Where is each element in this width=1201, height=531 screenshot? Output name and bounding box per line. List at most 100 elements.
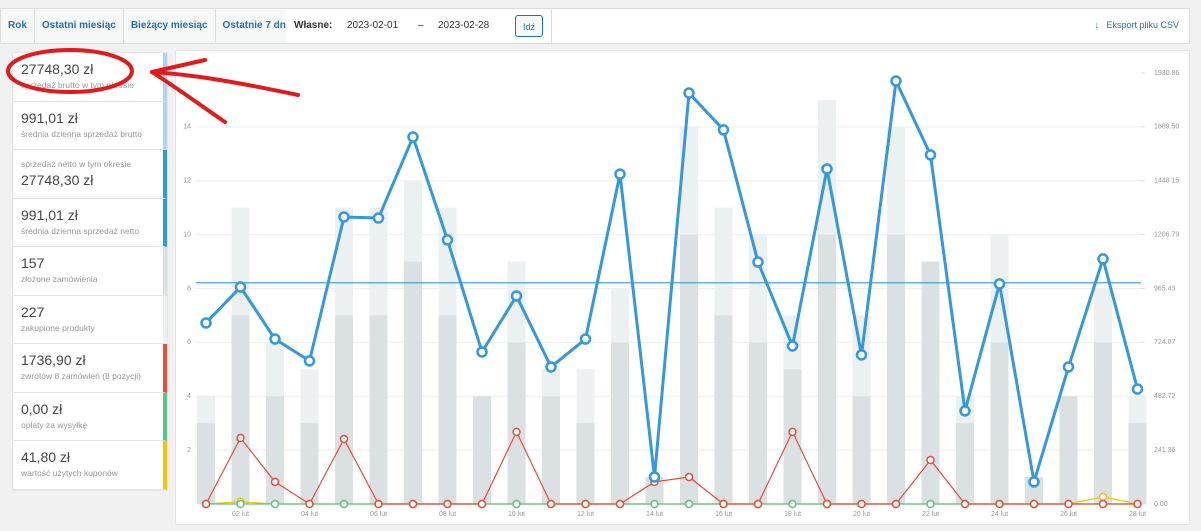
- bar: [1094, 342, 1112, 504]
- bar: [887, 234, 905, 504]
- point: [1097, 253, 1109, 265]
- point: [786, 340, 799, 352]
- summary-item[interactable]: 27748,30 zł sprzedaż brutto w tym okresie: [13, 53, 167, 102]
- bar: [680, 234, 698, 504]
- point: [1098, 499, 1108, 509]
- point: [1133, 499, 1142, 509]
- y2-tick-label: 1448.15: [1154, 178, 1179, 185]
- bar: [266, 396, 284, 504]
- summary-label: zakupione produkty: [21, 322, 95, 333]
- x-tick-label: 10 lut: [508, 511, 525, 518]
- bar: [576, 423, 595, 504]
- summary-item[interactable]: 0,00 zł opłaty za wysyłkę: [13, 392, 167, 441]
- x-tick-label: 12 lut: [577, 511, 594, 518]
- summary-value: 27748,30 zł: [21, 172, 94, 188]
- point: [1131, 383, 1144, 395]
- point: [614, 168, 626, 180]
- point: [546, 499, 556, 509]
- bar: [335, 315, 353, 504]
- y2-tick-label: 0.00: [1154, 501, 1168, 508]
- date-from[interactable]: 2023-02-01: [347, 20, 399, 31]
- bar: [956, 423, 974, 504]
- summary-value: 27748,30 zł: [21, 61, 94, 77]
- summary-label: średnia dzienna sprzedaż netto: [21, 225, 140, 236]
- custom-range: Własne: 2023-02-01 – 2023-02-28 Idź: [286, 9, 552, 43]
- bar: [404, 261, 422, 504]
- point: [443, 499, 452, 509]
- point: [855, 349, 868, 361]
- y2-tick-label: 1206.79: [1154, 231, 1179, 238]
- bar: [473, 396, 491, 504]
- y-tick-label: 4: [187, 393, 191, 400]
- point: [924, 149, 937, 161]
- point: [960, 499, 970, 509]
- summary-label: wartość użytych kuponów: [21, 468, 118, 478]
- point: [512, 427, 521, 437]
- point: [270, 477, 280, 487]
- chart: 2 4 6 8 10 12 14 0.00 241.36 482.72 724.07 965.43 12…: [183, 70, 1179, 518]
- bar: [1059, 396, 1078, 504]
- point: [372, 212, 385, 224]
- point: [270, 499, 280, 509]
- tab[interactable]: Bieżący miesiąc: [124, 9, 216, 43]
- y-tick-label: 2: [187, 447, 191, 454]
- point: [822, 499, 832, 509]
- point: [959, 405, 971, 417]
- export-link[interactable]: ↓ Eksport pliku CSV: [1094, 20, 1179, 30]
- bar: [197, 423, 215, 504]
- point: [201, 499, 211, 509]
- summary-label: opłaty za wysyłkę: [21, 419, 88, 430]
- summary-item[interactable]: 227 zakupione produkty: [13, 295, 167, 344]
- point: [993, 278, 1006, 290]
- y2-tick-label: 241.36: [1154, 447, 1176, 454]
- x-tick-label: 08 lut: [439, 511, 456, 518]
- tab[interactable]: Rok: [1, 9, 35, 43]
- summary-item[interactable]: sprzedaż netto w tym okresie 27748,30 zł: [13, 150, 167, 199]
- summary-item[interactable]: 1736,90 zł zwrotów 8 zamówień (8 pozycji): [13, 344, 167, 393]
- y-tick-label: 14: [183, 124, 191, 131]
- tabs: Rok Ostatni miesiąc Bieżący miesiąc Osta…: [1, 9, 297, 43]
- point: [408, 499, 418, 509]
- tab[interactable]: Ostatni miesiąc: [35, 9, 124, 43]
- point: [926, 455, 935, 465]
- y-tick-label: 8: [187, 285, 191, 292]
- date-to[interactable]: 2023-02-28: [438, 20, 490, 31]
- summary-label: zwrotów 8 zamówień (8 pozycji): [21, 371, 141, 381]
- point: [821, 163, 833, 175]
- x-tick-label: 14 lut: [646, 511, 663, 518]
- point: [926, 499, 935, 509]
- summary-item[interactable]: 157 złożone zamówienia: [13, 247, 167, 296]
- x-tick-label: 16 lut: [715, 511, 732, 518]
- point: [236, 433, 245, 443]
- go-button[interactable]: Idź: [515, 15, 543, 37]
- tab[interactable]: Ostatnie 7 dni: [216, 9, 297, 43]
- point: [995, 499, 1004, 509]
- bar: [542, 396, 560, 504]
- point: [200, 317, 212, 329]
- summary-label: średnia dzienna sprzedaż brutto: [21, 128, 142, 139]
- x-tick-label: 02 lut: [232, 511, 249, 518]
- line: [204, 79, 1139, 484]
- point: [476, 346, 488, 358]
- summary-value: 41,80 zł: [21, 449, 71, 465]
- bar: [1128, 423, 1147, 504]
- point: [407, 131, 419, 143]
- summary-item[interactable]: 991,01 zł średnia dzienna sprzedaż netto: [13, 198, 167, 247]
- point: [719, 499, 728, 509]
- bar: [714, 315, 733, 504]
- y2-tick-label: 965.43: [1154, 285, 1176, 292]
- bar: [507, 342, 526, 504]
- bar: [300, 423, 319, 504]
- summary-value: 991,01 zł: [21, 206, 78, 223]
- summary-item[interactable]: 41,80 zł wartość użytych kuponów: [13, 441, 167, 490]
- summary-item[interactable]: 991,01 zł średnia dzienna sprzedaż brutto: [13, 101, 167, 150]
- point: [717, 124, 730, 136]
- point: [752, 256, 764, 268]
- summary-label: złożone zamówienia: [21, 274, 98, 284]
- point: [1098, 492, 1108, 502]
- summary: 27748,30 zł sprzedaż brutto w tym okresie…: [12, 52, 168, 491]
- point: [1028, 476, 1040, 488]
- point: [581, 499, 590, 509]
- x-tick-label: 04 lut: [301, 511, 318, 518]
